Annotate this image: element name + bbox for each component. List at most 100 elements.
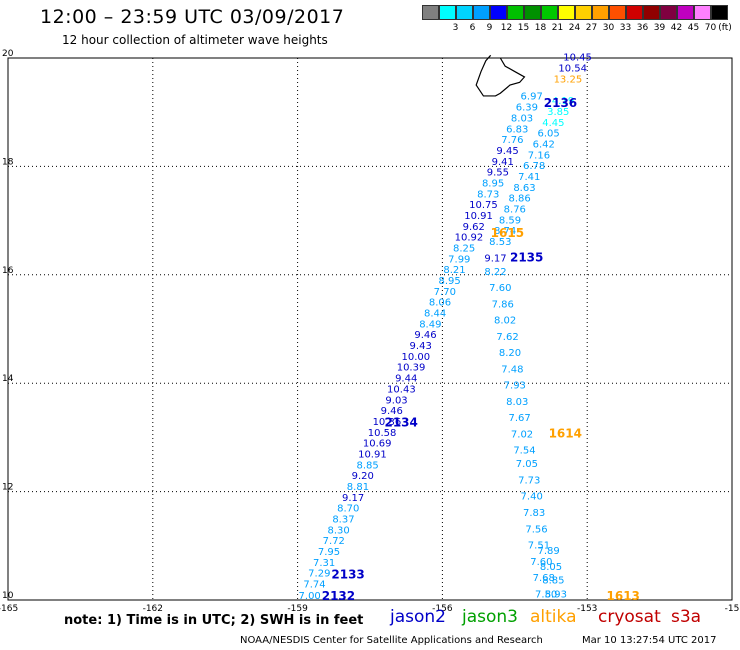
lon-tick-label: -153: [577, 604, 597, 614]
wave-height-value: 9.55: [487, 168, 509, 179]
wave-height-value: 8.95: [482, 178, 504, 189]
wave-height-value: 7.60: [489, 283, 511, 294]
wave-height-value: 7.99: [448, 254, 470, 265]
pass-time-label: 2133: [331, 567, 364, 581]
wave-height-value: 10.58: [368, 428, 397, 439]
wave-height-value: 8.37: [332, 514, 354, 525]
lon-tick-label: -15: [725, 604, 740, 614]
wave-height-value: 8.06: [429, 298, 451, 309]
legend-label: 21: [551, 23, 564, 33]
wave-height-value: 10.54: [558, 64, 587, 75]
wave-height-value: 7.50: [535, 589, 557, 600]
wave-height-value: 7.83: [523, 508, 545, 519]
wave-height-value: 7.73: [518, 475, 540, 486]
legend-label: 70: [704, 23, 717, 33]
wave-height-value: 7.60: [530, 557, 552, 568]
wave-height-value: 8.30: [327, 525, 349, 536]
wave-height-value: 8.22: [484, 267, 506, 278]
wave-height-value: 9.03: [385, 395, 407, 406]
wave-height-value: 8.63: [513, 183, 535, 194]
legend-swatch: [507, 5, 524, 20]
wave-height-value: 8.73: [477, 189, 499, 200]
wave-height-value: 3.85: [547, 107, 569, 118]
wave-height-value: 8.20: [499, 348, 521, 359]
wave-height-value: 7.40: [521, 492, 543, 503]
wave-height-value: 10.43: [387, 384, 416, 395]
satellite-label: jason3: [462, 607, 518, 627]
legend-label: 27: [585, 23, 598, 33]
lat-tick-label: 16: [2, 266, 14, 276]
wave-height-value: 7.72: [323, 536, 345, 547]
wave-height-value: 10.00: [402, 352, 431, 363]
wave-height-value: 8.49: [419, 319, 441, 330]
wave-height-value: 9.46: [414, 330, 436, 341]
legend-swatch: [456, 5, 473, 20]
wave-height-value: 10.91: [358, 449, 387, 460]
legend-swatch: [626, 5, 643, 20]
wave-height-value: 8.02: [494, 316, 516, 327]
lat-tick-label: 12: [2, 483, 13, 493]
wave-height-value: 10.75: [469, 200, 498, 211]
wave-height-value: 8.44: [424, 309, 446, 320]
wave-height-value: 10.45: [563, 53, 592, 64]
legend-label: 3: [452, 23, 459, 33]
legend-label: 45: [687, 23, 700, 33]
legend-swatch: [473, 5, 490, 20]
wave-height-value: 8.93: [545, 589, 567, 600]
satellite-label: cryosat: [598, 607, 661, 627]
wave-height-value: 7.54: [513, 446, 535, 457]
legend-swatch: [439, 5, 456, 20]
pass-time-label: 1615: [491, 226, 524, 240]
legend-label: 15: [517, 23, 530, 33]
lat-tick-label: 20: [2, 49, 14, 59]
wave-height-value: 6.78: [523, 161, 545, 172]
wave-height-value: 8.25: [453, 243, 475, 254]
legend-label: 39: [653, 23, 666, 33]
map-note: note: 1) Time is in UTC; 2) SWH is in fe…: [64, 613, 364, 628]
wave-height-value: 10.39: [397, 363, 426, 374]
wave-height-value: 4.19: [552, 96, 574, 107]
legend-unit: (ft): [718, 23, 732, 33]
wave-height-value: 9.43: [410, 341, 432, 352]
wave-height-value: 7.16: [528, 150, 550, 161]
lon-tick-label: -165: [0, 604, 18, 614]
pass-time-label: 1613: [607, 589, 640, 603]
wave-height-value: 7.89: [537, 546, 559, 557]
map-frame: [7, 57, 733, 601]
wave-height-value: 10.91: [464, 211, 493, 222]
pass-time-label: 2132: [322, 589, 355, 603]
legend-label: 6: [469, 23, 476, 33]
wave-height-value: 8.74: [494, 226, 516, 237]
legend-label: 24: [568, 23, 581, 33]
pass-time-label: 2135: [510, 250, 543, 264]
lat-tick-label: 10: [2, 591, 14, 601]
legend-label: 42: [670, 23, 683, 33]
wave-height-value: 8.05: [540, 562, 562, 573]
wave-height-value: 8.03: [506, 397, 528, 408]
wave-height-value: 7.51: [528, 541, 550, 552]
wave-height-value: 9.62: [463, 222, 485, 233]
wave-height-value: 7.67: [508, 413, 530, 424]
wave-height-value: 6.83: [506, 124, 528, 135]
wave-height-value: 9.17: [342, 493, 364, 504]
legend-swatch: [524, 5, 541, 20]
wave-height-value: 9.17: [484, 253, 506, 264]
wave-height-value: 4.45: [542, 118, 564, 129]
pass-time-label: 1614: [549, 426, 582, 440]
wave-height-value: 7.62: [496, 332, 518, 343]
wave-height-value: 7.76: [501, 135, 523, 146]
wave-height-value: 8.59: [499, 215, 521, 226]
wave-height-value: 9.41: [492, 157, 514, 168]
legend-label: 12: [500, 23, 513, 33]
wave-height-value: 9.46: [381, 406, 403, 417]
lat-tick-label: 18: [2, 157, 14, 167]
lat-tick-label: 14: [2, 374, 14, 384]
wave-height-value: 7.02: [511, 429, 533, 440]
legend-label: 9: [486, 23, 493, 33]
footer-timestamp: Mar 10 13:27:54 UTC 2017: [582, 635, 717, 646]
satellite-label: jason2: [390, 607, 446, 627]
wave-height-value: 13.25: [554, 74, 583, 85]
wave-height-value: 7.56: [525, 524, 547, 535]
wave-height-value: 10.69: [363, 439, 392, 450]
